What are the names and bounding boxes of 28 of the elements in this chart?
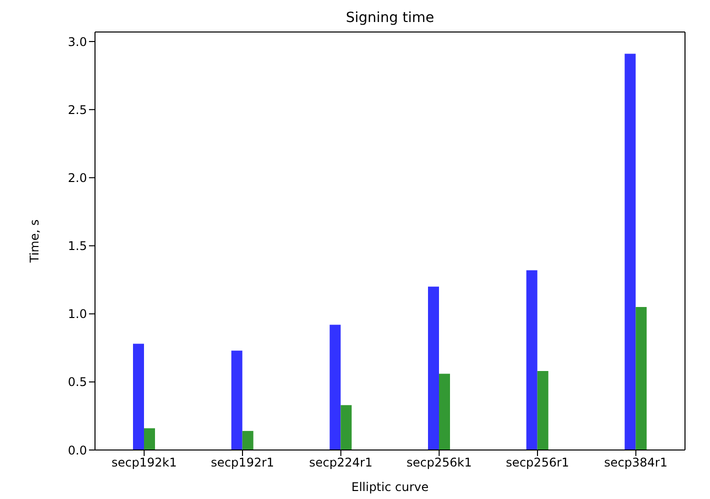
bar xyxy=(624,54,636,450)
y-tick-label: 1.5 xyxy=(68,239,87,254)
y-tick-label: 1.0 xyxy=(68,307,87,322)
bar xyxy=(242,430,254,450)
y-tick-label: 2.5 xyxy=(68,102,87,117)
x-tick-label: secp256r1 xyxy=(506,456,570,470)
bar xyxy=(526,270,538,450)
bar xyxy=(330,324,341,450)
x-axis-title: Elliptic curve xyxy=(351,480,429,494)
x-tick-label: secp192r1 xyxy=(210,456,274,470)
x-tick-label: secp192k1 xyxy=(111,456,177,470)
bar xyxy=(144,428,155,450)
bar xyxy=(340,405,352,450)
x-tick-label: secp224r1 xyxy=(309,456,372,470)
bar xyxy=(537,371,548,450)
bar xyxy=(231,350,242,450)
y-tick-label: 2.0 xyxy=(68,170,87,185)
y-tick-label: 0.5 xyxy=(68,375,87,390)
bar xyxy=(439,374,450,450)
y-axis-title: Time, s xyxy=(27,219,42,264)
y-tick-label: 0.0 xyxy=(68,443,87,458)
chart-title: Signing time xyxy=(344,10,436,26)
x-tick-label: secp256k1 xyxy=(406,456,472,470)
bar xyxy=(133,344,144,450)
x-tick-label: secp384r1 xyxy=(604,456,668,470)
bar xyxy=(428,286,439,450)
bar xyxy=(636,307,647,450)
y-tick-label: 3.0 xyxy=(68,34,87,49)
